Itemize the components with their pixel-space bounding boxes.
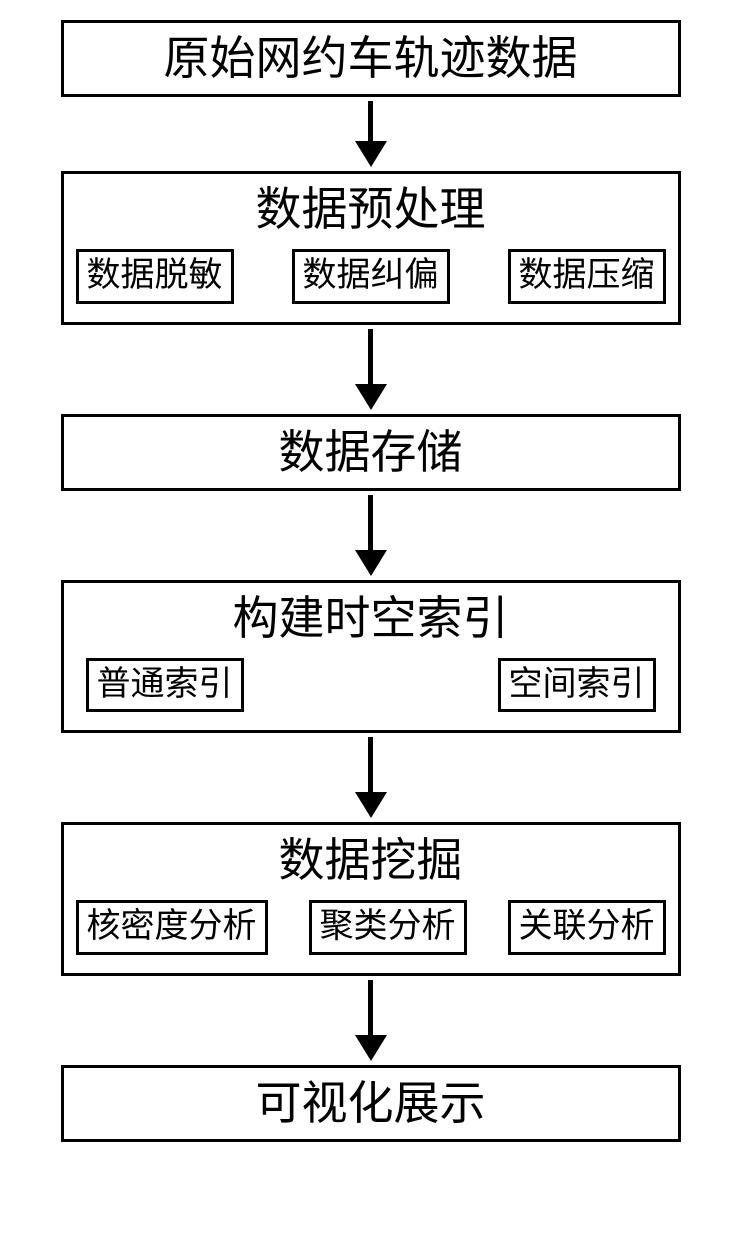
node-label: 构建时空索引 [76,591,666,646]
flowchart-node-data-mining: 数据挖掘 核密度分析 聚类分析 关联分析 [61,822,681,975]
arrow-shaft [368,737,373,792]
flowchart-arrow [355,101,387,167]
arrow-head-icon [355,384,387,410]
sub-node-rectify: 数据纠偏 [292,249,450,303]
node-label: 可视化展示 [84,1076,658,1131]
arrow-shaft [368,101,373,141]
node-label: 数据挖掘 [76,833,666,888]
node-label: 数据存储 [84,425,658,480]
flowchart-arrow [355,495,387,576]
flowchart-node-preprocessing: 数据预处理 数据脱敏 数据纠偏 数据压缩 [61,171,681,324]
sub-node-association: 关联分析 [508,900,666,954]
sub-node-row: 数据脱敏 数据纠偏 数据压缩 [76,249,666,303]
sub-node-desensitize: 数据脱敏 [76,249,234,303]
sub-node-compress: 数据压缩 [508,249,666,303]
node-label: 数据预处理 [76,182,666,237]
sub-node-row: 普通索引 空间索引 [76,658,666,712]
arrow-shaft [368,980,373,1035]
flowchart-node-visualization: 可视化展示 [61,1065,681,1142]
sub-node-normal-index: 普通索引 [86,658,244,712]
flowchart-node-storage: 数据存储 [61,414,681,491]
flowchart-container: 原始网约车轨迹数据 数据预处理 数据脱敏 数据纠偏 数据压缩 数据存储 构建时空… [61,20,681,1142]
arrow-head-icon [355,550,387,576]
flowchart-node-spatiotemporal-index: 构建时空索引 普通索引 空间索引 [61,580,681,733]
sub-node-cluster: 聚类分析 [309,900,467,954]
arrow-head-icon [355,792,387,818]
arrow-shaft [368,329,373,384]
arrow-head-icon [355,1035,387,1061]
flowchart-node-raw-data: 原始网约车轨迹数据 [61,20,681,97]
sub-node-spatial-index: 空间索引 [498,658,656,712]
arrow-shaft [368,495,373,550]
sub-node-row: 核密度分析 聚类分析 关联分析 [76,900,666,954]
flowchart-arrow [355,737,387,818]
node-label: 原始网约车轨迹数据 [84,31,658,86]
sub-node-kde: 核密度分析 [76,900,268,954]
flowchart-arrow [355,980,387,1061]
arrow-head-icon [355,141,387,167]
flowchart-arrow [355,329,387,410]
